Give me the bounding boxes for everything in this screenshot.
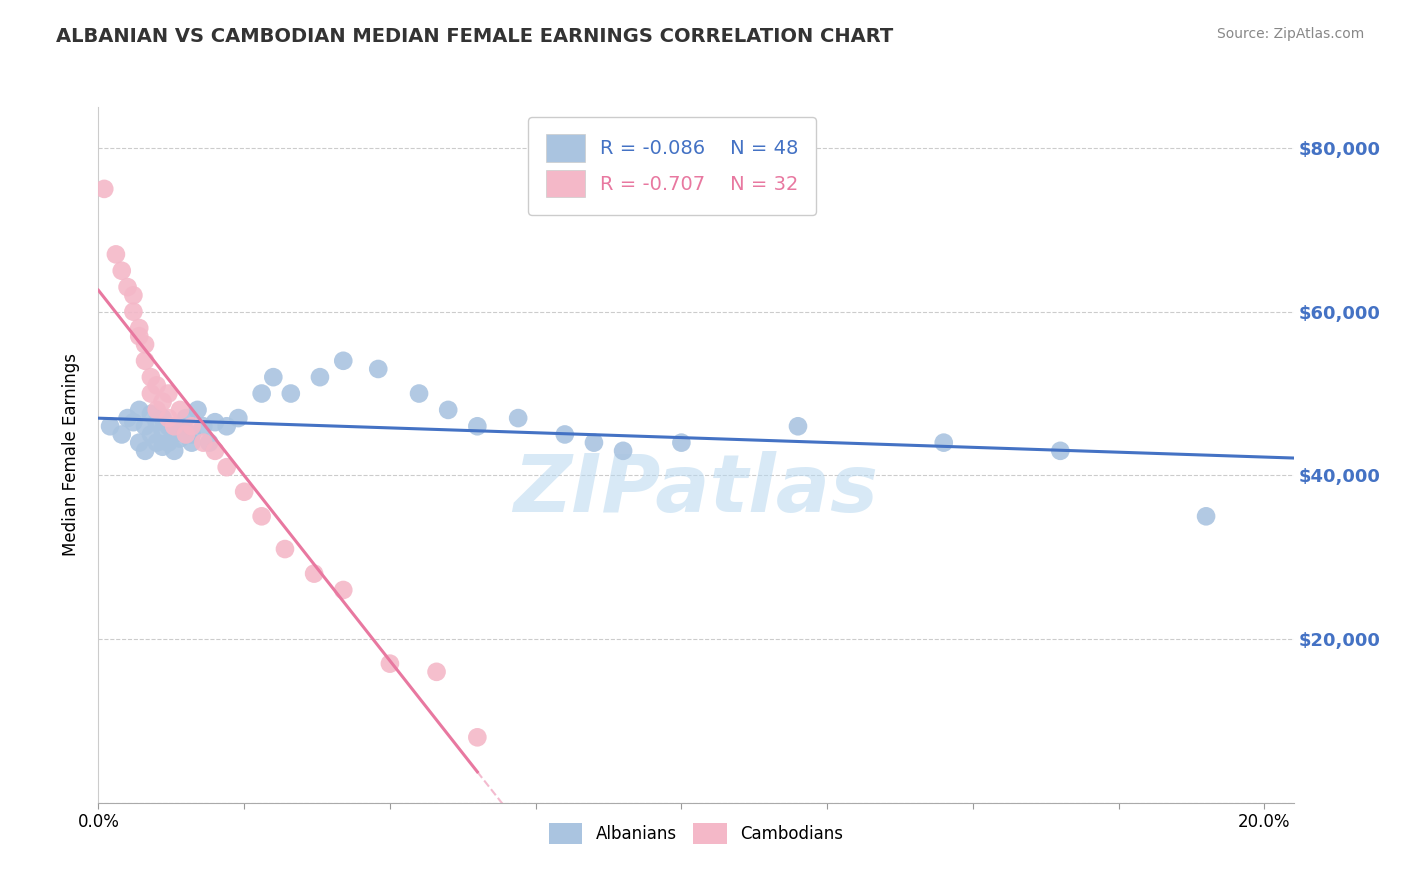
Point [378,657,401,671]
Point [554,427,576,442]
Point [145,403,167,417]
Point [134,419,156,434]
Point [425,665,447,679]
Point [98,419,121,434]
Point [169,419,191,434]
Point [302,566,325,581]
Point [157,411,180,425]
Point [157,386,180,401]
Point [111,427,134,442]
Point [186,403,208,417]
Point [157,419,180,434]
Point [128,329,150,343]
Point [169,403,191,417]
Point [169,432,191,446]
Point [117,411,139,425]
Point [787,419,810,434]
Point [122,288,145,302]
Point [139,370,162,384]
Point [163,443,186,458]
Point [437,403,460,417]
Point [367,362,389,376]
Point [1049,443,1071,458]
Point [128,403,150,417]
Point [280,386,302,401]
Point [134,443,156,458]
Point [228,411,250,425]
Point [128,321,150,335]
Point [332,353,354,368]
Point [193,435,215,450]
Text: ALBANIAN VS CAMBODIAN MEDIAN FEMALE EARNINGS CORRELATION CHART: ALBANIAN VS CAMBODIAN MEDIAN FEMALE EARN… [56,27,893,45]
Text: Source: ZipAtlas.com: Source: ZipAtlas.com [1216,27,1364,41]
Point [152,394,174,409]
Point [174,427,197,442]
Point [671,435,693,450]
Point [250,386,273,401]
Point [467,731,489,745]
Point [204,415,226,429]
Point [250,509,273,524]
Point [117,280,139,294]
Point [139,407,162,421]
Point [332,582,354,597]
Point [204,443,226,458]
Point [145,378,167,392]
Y-axis label: Median Female Earnings: Median Female Earnings [62,353,80,557]
Point [134,337,156,351]
Point [145,435,167,450]
Point [122,415,145,429]
Point [1195,509,1218,524]
Point [215,419,238,434]
Legend: Albanians, Cambodians: Albanians, Cambodians [536,810,856,857]
Point [174,411,197,425]
Point [233,484,256,499]
Point [612,443,634,458]
Point [128,435,150,450]
Point [134,353,156,368]
Point [139,386,162,401]
Point [467,419,489,434]
Point [163,419,186,434]
Point [163,427,186,442]
Point [508,411,530,425]
Point [274,542,297,557]
Text: ZIPatlas: ZIPatlas [513,450,879,529]
Point [145,415,167,429]
Point [157,435,180,450]
Point [122,304,145,318]
Point [180,419,202,434]
Point [152,423,174,437]
Point [932,435,955,450]
Point [309,370,332,384]
Point [215,460,238,475]
Point [139,427,162,442]
Point [408,386,430,401]
Point [180,427,202,442]
Point [193,419,215,434]
Point [111,264,134,278]
Point [582,435,605,450]
Point [152,440,174,454]
Point [152,411,174,425]
Point [198,435,221,450]
Point [93,182,115,196]
Point [104,247,127,261]
Point [262,370,284,384]
Point [180,435,202,450]
